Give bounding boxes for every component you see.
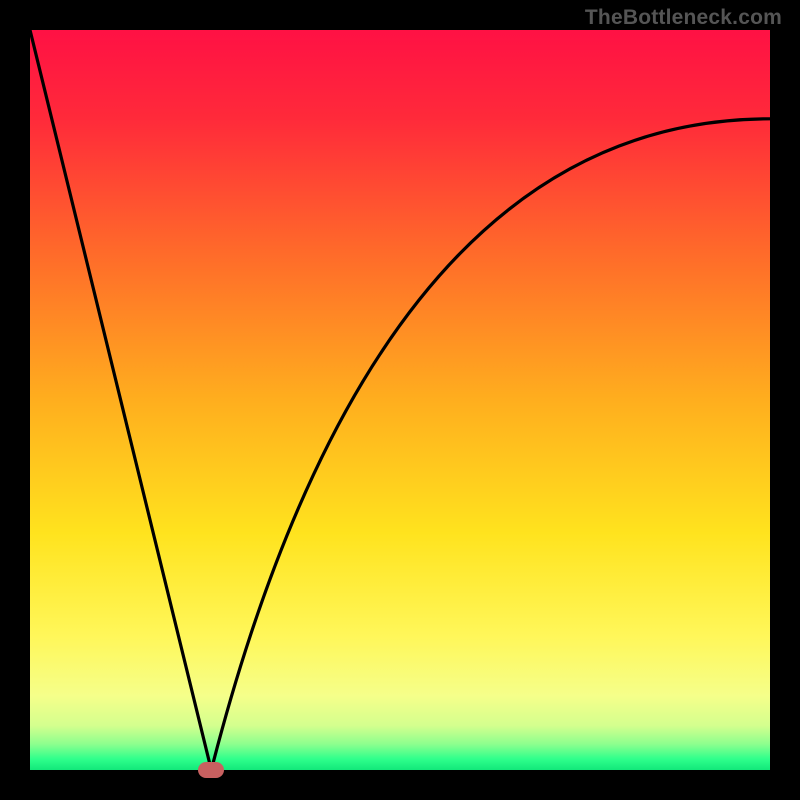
watermark-text: TheBottleneck.com [585,6,782,30]
chart-frame: TheBottleneck.com [0,0,800,800]
curve-layer [30,30,770,770]
bottleneck-curve [30,30,770,770]
plot-area [30,30,770,770]
minimum-marker [198,762,224,778]
